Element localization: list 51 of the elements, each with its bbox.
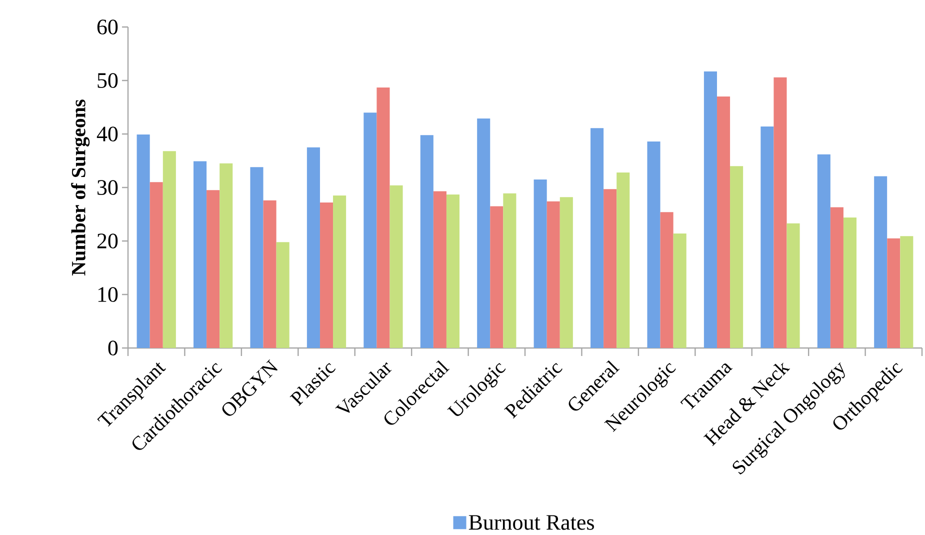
bar [220,163,233,348]
bar [503,193,516,348]
bar [817,154,830,348]
bar [376,87,390,348]
bar [477,118,490,348]
bar [136,134,150,348]
bar [162,151,176,348]
bar [433,191,446,348]
y-tick-label: 60 [97,20,118,34]
bar [194,161,207,348]
bar [874,176,888,348]
bar [604,189,617,348]
legend-label: Burnout Rates [468,515,594,530]
bar [446,194,460,348]
bar [263,200,276,348]
bar [534,179,547,348]
bar [760,126,774,348]
bar [843,217,857,348]
bar [660,212,674,348]
bar [560,197,573,348]
bar [590,128,604,348]
bar [774,77,787,348]
bar [673,234,686,348]
y-axis-title: Number of Surgeons [71,100,90,276]
bar [647,141,660,348]
bar [306,147,320,348]
bar [490,206,504,348]
bar [830,207,844,348]
y-tick-label: 30 [98,180,118,195]
bar [250,167,264,348]
bar [546,201,560,348]
bar [900,236,914,348]
bar [206,190,220,348]
y-tick-label: 0 [108,340,118,356]
bar [616,172,630,348]
bar [390,185,403,348]
bar [786,223,800,348]
bar [420,135,434,348]
bar [704,71,717,348]
bar [716,96,730,348]
bar [333,196,346,348]
bar [150,182,163,348]
y-tick-label: 40 [96,126,118,142]
bar [364,112,377,348]
y-tick-label: 10 [98,287,118,302]
y-tick-label: 50 [98,73,118,88]
bar [730,166,744,348]
bar [887,238,900,348]
bar [320,202,334,348]
bar [276,242,290,348]
y-tick-label: 20 [97,234,118,248]
